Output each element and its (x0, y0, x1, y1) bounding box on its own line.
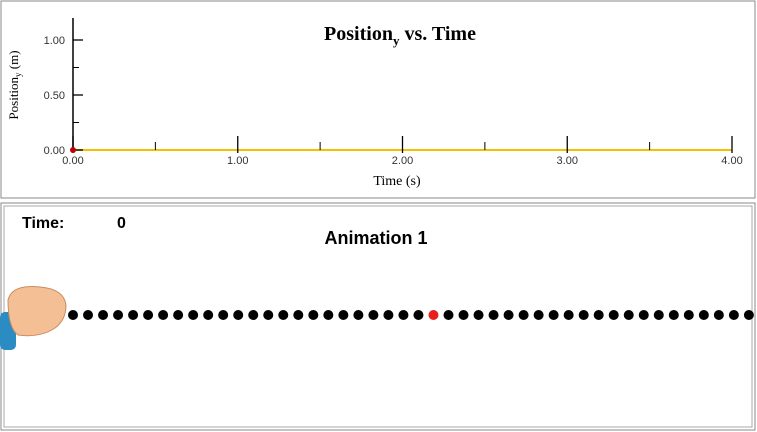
rope-bead (428, 310, 439, 320)
rope-bead (458, 310, 469, 320)
ylabel-text: Position (6, 76, 21, 119)
time-label: Time: (22, 215, 64, 232)
rope-bead (533, 310, 544, 320)
rope-bead (83, 310, 94, 320)
rope-bead (608, 310, 619, 320)
rope-bead (473, 310, 484, 320)
rope-bead (143, 310, 154, 320)
x-tick-label: 4.00 (721, 155, 742, 167)
rope-bead (698, 310, 709, 320)
rope-bead (323, 310, 334, 320)
rope-bead (248, 310, 259, 320)
rope-bead (713, 310, 724, 320)
rope-bead (203, 310, 214, 320)
chart-title: Positiony vs. Time (324, 23, 476, 48)
rope-bead (683, 310, 694, 320)
fist (7, 286, 67, 337)
rope-bead (488, 310, 499, 320)
rope-bead (98, 310, 109, 320)
title-text: Position (324, 23, 393, 45)
title-rest: vs. Time (399, 23, 476, 45)
rope-bead (218, 310, 229, 320)
rope-bead (188, 310, 199, 320)
rope-bead (383, 310, 394, 320)
rope-bead (338, 310, 349, 320)
rope-bead (638, 310, 649, 320)
title-subscript: y (393, 33, 400, 48)
time-value: 0 (117, 215, 126, 232)
rope-bead (728, 310, 739, 320)
rope-bead (503, 310, 514, 320)
rope-bead (743, 310, 754, 320)
rope-bead (548, 310, 559, 320)
rope-bead (413, 310, 424, 320)
rope-bead (653, 310, 664, 320)
rope-bead (278, 310, 289, 320)
animation-title: Animation 1 (324, 228, 427, 248)
y-tick-label: 0.50 (44, 90, 65, 102)
rope-bead (353, 310, 364, 320)
rope-bead (623, 310, 634, 320)
rope-bead (578, 310, 589, 320)
x-axis-label: Time (s) (373, 174, 421, 189)
rope-bead (113, 310, 124, 320)
hand (0, 286, 67, 350)
rope-bead (173, 310, 184, 320)
y-tick-label: 0.00 (44, 145, 65, 157)
ylabel-rest: (m) (6, 50, 21, 72)
ylabel-subscript: y (13, 72, 23, 77)
x-tick-label: 3.00 (557, 155, 578, 167)
rope-bead (443, 310, 454, 320)
rope-bead (158, 310, 169, 320)
x-tick-label: 1.00 (227, 155, 248, 167)
rope-bead (518, 310, 529, 320)
rope-bead (293, 310, 304, 320)
y-axis-label: Positiony (m) (6, 50, 23, 119)
x-tick-label: 0.00 (62, 155, 83, 167)
rope-bead (128, 310, 139, 320)
rope-bead (263, 310, 274, 320)
rope-bead (68, 310, 78, 320)
rope (68, 310, 754, 320)
y-tick-label: 1.00 (44, 35, 65, 47)
data-point (70, 147, 76, 153)
chart-panel (0, 0, 756, 199)
rope-bead (308, 310, 319, 320)
x-tick-label: 2.00 (392, 155, 413, 167)
rope-bead (668, 310, 679, 320)
rope-bead (368, 310, 379, 320)
rope-bead (563, 310, 574, 320)
rope-bead (398, 310, 409, 320)
rope-bead (593, 310, 604, 320)
rope-bead (233, 310, 244, 320)
